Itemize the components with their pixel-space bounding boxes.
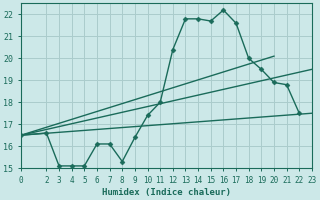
X-axis label: Humidex (Indice chaleur): Humidex (Indice chaleur) <box>102 188 231 197</box>
